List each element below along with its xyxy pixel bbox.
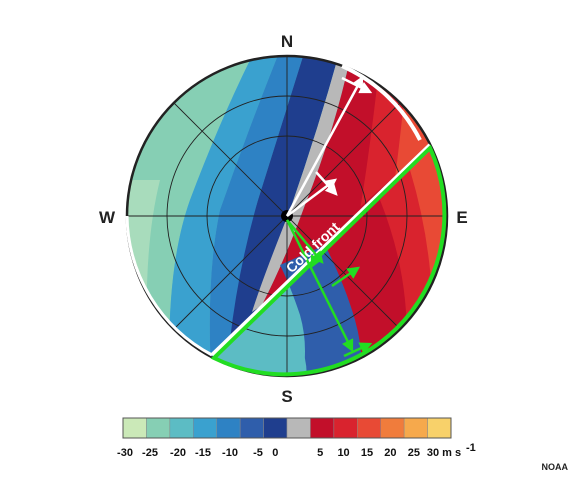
colorbar-tick-label: 25 xyxy=(408,447,420,459)
colorbar-swatch xyxy=(169,417,194,439)
post-front-west-arc xyxy=(125,215,213,357)
wind-arrow-mid xyxy=(315,171,338,196)
wind-arrow-north xyxy=(341,76,373,94)
colorbar-swatch xyxy=(403,417,428,439)
colorbar-tick-label: -30 xyxy=(117,447,133,459)
colorbar-unit-superscript: -1 xyxy=(466,442,476,454)
velocity-colorbar xyxy=(122,417,452,439)
colorbar-tick-label: -10 xyxy=(222,447,238,459)
colorbar-swatch xyxy=(380,417,405,439)
compass-west: W xyxy=(99,208,116,227)
colorbar-tick-label: -20 xyxy=(170,447,186,459)
colorbar-tick-label: 20 xyxy=(384,447,396,459)
colorbar-swatch xyxy=(122,417,147,439)
colorbar-tick-label: 10 xyxy=(337,447,349,459)
cold-front-line xyxy=(210,143,432,357)
colorbar-tick-labels: -30 -25 -20 -15 -10 -5 0 5 10 15 20 25 30 m s xyxy=(117,447,461,459)
pre-front-wind-arrows xyxy=(285,219,373,358)
radial-arrow-long xyxy=(285,75,364,217)
compass-north: N xyxy=(281,32,293,51)
colorbar-tick-label: -15 xyxy=(195,447,211,459)
colorbar-swatch xyxy=(427,417,452,439)
pre-front-sector-outline xyxy=(210,144,447,377)
compass-east: E xyxy=(456,208,467,227)
credit-noaa: NOAA xyxy=(542,462,569,472)
compass-south: S xyxy=(281,387,292,406)
radial-arrow-green-long xyxy=(285,219,354,353)
colorbar-swatch xyxy=(333,417,358,439)
colorbar-tick-label: -5 xyxy=(253,447,263,459)
wind-arrow-green-south xyxy=(343,342,373,358)
colorbar-tick-label: 15 xyxy=(361,447,373,459)
colorbar-swatch xyxy=(216,417,241,439)
colorbar-swatch xyxy=(146,417,171,439)
colorbar-swatch xyxy=(193,417,217,439)
colorbar-tick-label: 5 xyxy=(317,447,323,459)
colorbar-tick-label: -25 xyxy=(142,447,158,459)
colorbar-swatch xyxy=(286,417,311,439)
colorbar-outline xyxy=(122,417,452,439)
post-front-wind-arrows xyxy=(285,75,373,217)
colorbar-swatch xyxy=(263,417,288,439)
colorbar-swatch xyxy=(310,417,335,439)
colorbar-tick-label: 0 xyxy=(272,447,278,459)
colorbar-swatch xyxy=(357,417,381,439)
post-front-arc-outline xyxy=(341,64,422,141)
wind-arrow-green-mid xyxy=(331,266,361,288)
colorbar-swatch xyxy=(239,417,264,439)
wind-arrow-green-tiny xyxy=(310,253,323,269)
colorbar-tick-label: 30 m s xyxy=(427,447,461,459)
